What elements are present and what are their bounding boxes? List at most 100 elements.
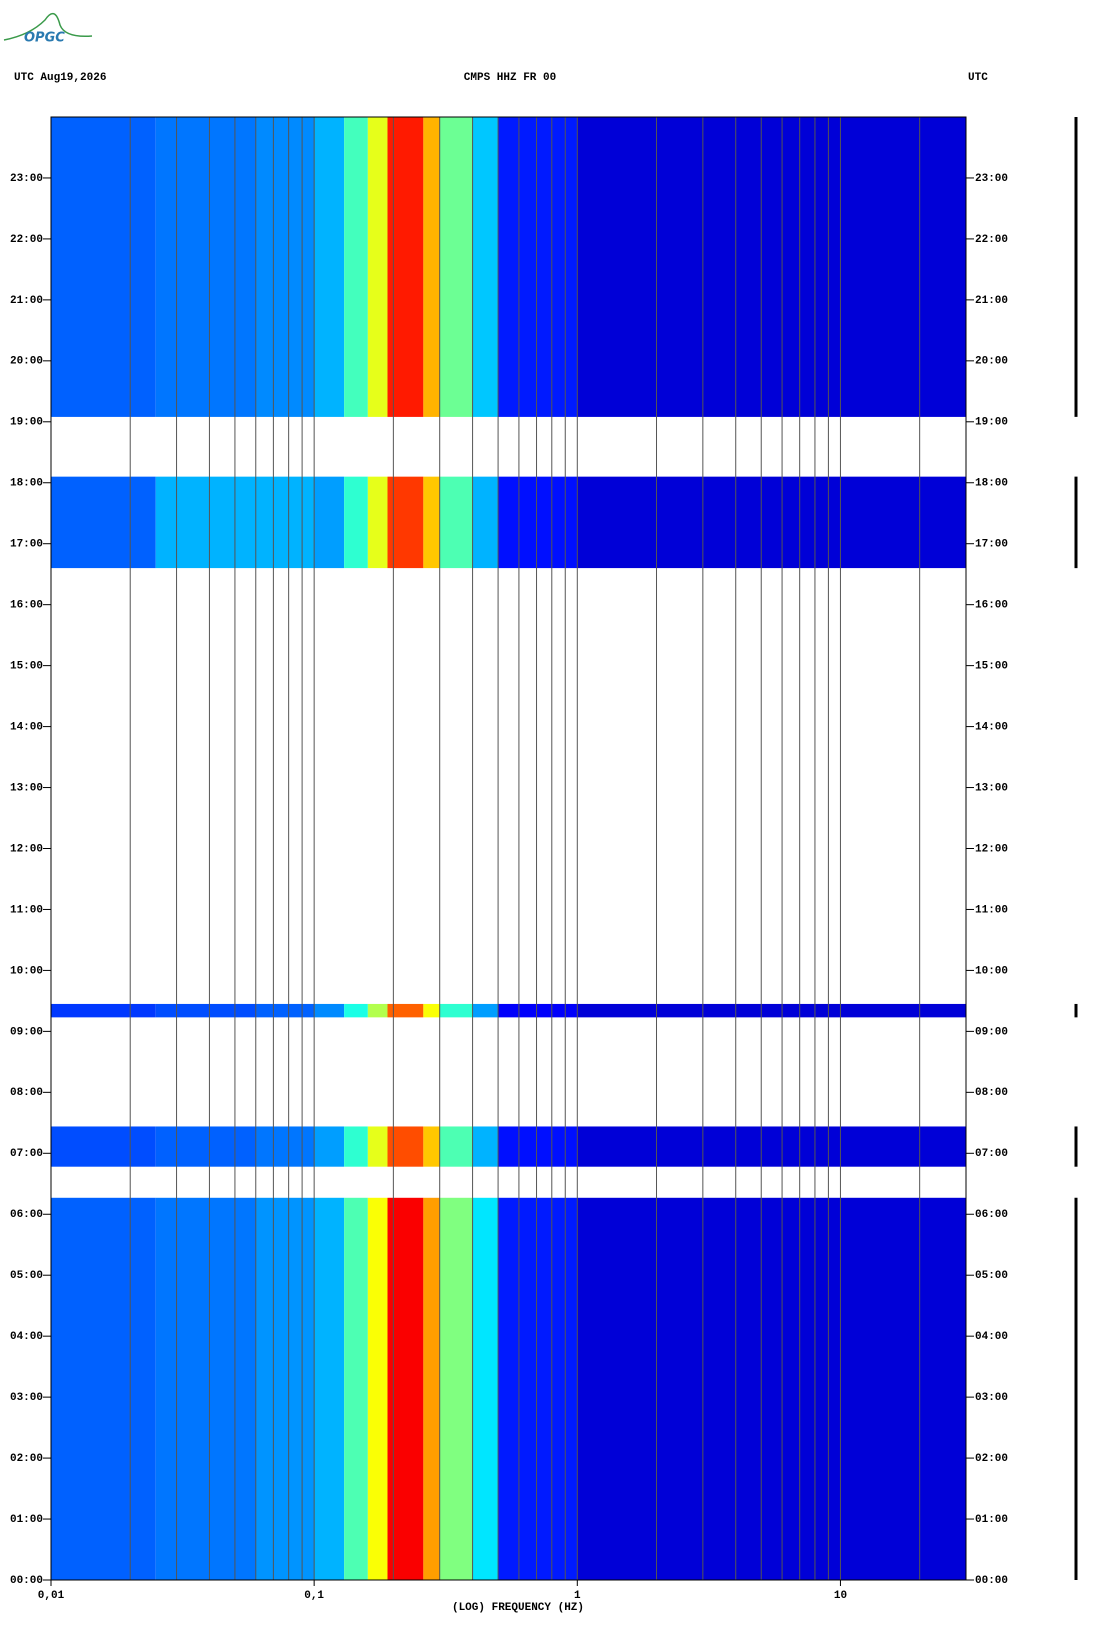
- spectrum-cell: [314, 1003, 345, 1018]
- spectrum-cell: [472, 476, 499, 569]
- spectrum-cell: [423, 1126, 440, 1167]
- header-left: UTC Aug19,2026: [14, 72, 106, 84]
- y-tick-label-left: 21:00: [10, 295, 43, 307]
- spectrum-cell: [423, 1003, 440, 1018]
- y-tick-label-left: 20:00: [10, 356, 43, 368]
- spectrum-cell: [155, 1126, 256, 1167]
- spectrum-cell: [255, 476, 315, 569]
- x-tick-label: 1: [574, 1590, 581, 1602]
- y-tick-label-right: 20:00: [975, 356, 1008, 368]
- y-tick-label-left: 22:00: [10, 234, 43, 246]
- x-tick-label: 10: [834, 1590, 847, 1602]
- spectrum-cell: [344, 1197, 368, 1580]
- spectrum-cell: [498, 117, 578, 417]
- spectrum-cell: [439, 1126, 473, 1167]
- y-tick-label-left: 14:00: [10, 721, 43, 733]
- spectrum-cell: [367, 1126, 388, 1167]
- y-tick-label-right: 04:00: [975, 1331, 1008, 1343]
- y-tick-label-left: 10:00: [10, 965, 43, 977]
- spectrum-cell: [498, 1003, 578, 1018]
- spectrum-cell: [314, 1126, 345, 1167]
- spectrum-cell: [472, 1003, 499, 1018]
- header-right: UTC: [968, 72, 988, 84]
- y-tick-label-left: 06:00: [10, 1209, 43, 1221]
- chart-title: CMPS HHZ FR 00: [464, 72, 556, 84]
- y-tick-label-right: 18:00: [975, 478, 1008, 490]
- spectrum-cell: [344, 1003, 368, 1018]
- y-tick-label-right: 07:00: [975, 1148, 1008, 1160]
- spectrum-cell: [255, 1126, 315, 1167]
- spectrum-cell: [472, 117, 499, 417]
- y-tick-label-right: 05:00: [975, 1270, 1008, 1282]
- spectrum-cell: [577, 1003, 966, 1018]
- y-tick-label-left: 04:00: [10, 1331, 43, 1343]
- y-tick-label-left: 11:00: [10, 904, 43, 916]
- y-tick-label-right: 06:00: [975, 1209, 1008, 1221]
- spectrum-cell: [344, 1126, 368, 1167]
- spectrum-cell: [367, 1197, 388, 1580]
- y-tick-label-right: 02:00: [975, 1453, 1008, 1465]
- y-tick-label-left: 03:00: [10, 1392, 43, 1404]
- spectrum-cell: [51, 1003, 156, 1018]
- spectrum-cell: [367, 1003, 388, 1018]
- x-tick-label: 0,01: [38, 1590, 65, 1602]
- y-tick-label-right: 21:00: [975, 295, 1008, 307]
- y-tick-label-left: 23:00: [10, 173, 43, 185]
- y-tick-label-left: 13:00: [10, 782, 43, 794]
- y-tick-label-left: 15:00: [10, 661, 43, 673]
- y-tick-label-right: 10:00: [975, 965, 1008, 977]
- y-tick-label-right: 11:00: [975, 904, 1008, 916]
- spectrum-cell: [51, 1197, 156, 1580]
- y-tick-label-left: 18:00: [10, 478, 43, 490]
- y-tick-label-right: 16:00: [975, 600, 1008, 612]
- y-tick-label-left: 05:00: [10, 1270, 43, 1282]
- y-tick-label-right: 15:00: [975, 661, 1008, 673]
- y-tick-label-right: 14:00: [975, 721, 1008, 733]
- spectrum-cell: [51, 476, 156, 569]
- y-tick-label-right: 09:00: [975, 1026, 1008, 1038]
- y-tick-label-right: 22:00: [975, 234, 1008, 246]
- x-axis-label: (LOG) FREQUENCY (HZ): [452, 1602, 584, 1614]
- y-tick-label-right: 13:00: [975, 782, 1008, 794]
- spectrum-cell: [577, 476, 966, 569]
- spectrum-cell: [51, 1126, 156, 1167]
- y-tick-label-left: 19:00: [10, 417, 43, 429]
- spectrum-cell: [155, 117, 256, 417]
- spectrum-cell: [423, 117, 440, 417]
- logo-curve: [3, 12, 93, 41]
- spectrum-cell: [314, 1197, 345, 1580]
- spectrum-cell: [472, 1197, 499, 1580]
- spectrum-cell: [255, 117, 315, 417]
- spectrum-cell: [423, 1197, 440, 1580]
- logo-text: OPGC: [24, 31, 65, 46]
- spectrum-cell: [155, 476, 256, 569]
- y-tick-label-left: 02:00: [10, 1453, 43, 1465]
- y-tick-label-right: 08:00: [975, 1087, 1008, 1099]
- y-tick-label-left: 16:00: [10, 600, 43, 612]
- spectrum-cell: [439, 476, 473, 569]
- spectrum-cell: [577, 117, 966, 417]
- spectrum-cell: [344, 476, 368, 569]
- spectrum-cell: [577, 1126, 966, 1167]
- spectrum-cell: [498, 476, 578, 569]
- y-tick-label-right: 23:00: [975, 173, 1008, 185]
- spectrum-cell: [387, 1003, 424, 1018]
- y-tick-label-left: 07:00: [10, 1148, 43, 1160]
- spectrum-cell: [344, 117, 368, 417]
- spectrum-cell: [472, 1126, 499, 1167]
- spectrum-cell: [367, 476, 388, 569]
- y-tick-label-left: 12:00: [10, 843, 43, 855]
- logo: OPGC: [3, 12, 93, 46]
- spectrum-cell: [577, 1197, 966, 1580]
- y-tick-label-right: 00:00: [975, 1575, 1008, 1587]
- spectrum-cell: [255, 1003, 315, 1018]
- y-tick-label-left: 17:00: [10, 539, 43, 551]
- y-tick-label-left: 00:00: [10, 1575, 43, 1587]
- spectrum-cell: [155, 1197, 256, 1580]
- spectrum-cell: [155, 1003, 256, 1018]
- y-tick-label-right: 19:00: [975, 417, 1008, 429]
- spectrum-cell: [498, 1126, 578, 1167]
- y-tick-label-left: 01:00: [10, 1514, 43, 1526]
- x-tick-label: 0,1: [304, 1590, 324, 1602]
